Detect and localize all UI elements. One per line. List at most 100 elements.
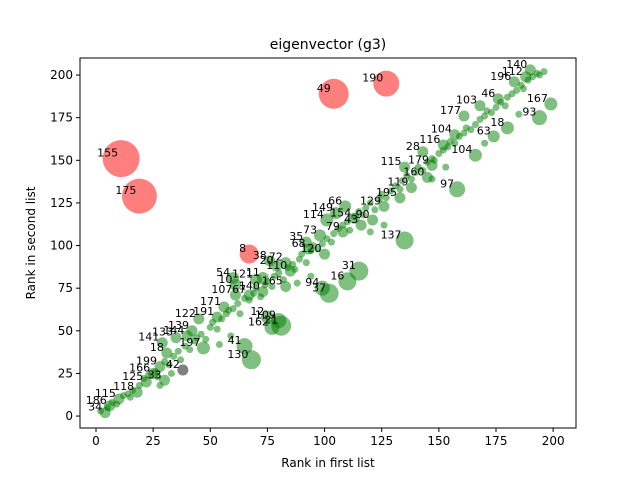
point-label: 107 [211, 283, 232, 296]
scatter-point-small_change [544, 97, 558, 111]
scatter-point-small_change [395, 231, 414, 250]
scatter-point [471, 120, 479, 128]
scatter-point [307, 272, 315, 280]
scatter-point [327, 238, 335, 246]
scatter-point-small_change [492, 93, 504, 105]
scatter-point-small_change [508, 76, 520, 88]
scatter-point [186, 346, 194, 354]
point-label: 149 [312, 201, 333, 214]
point-label: 191 [193, 305, 214, 318]
scatter-point [382, 194, 390, 202]
point-label: 38 [253, 249, 267, 262]
scatter-point-small_change [468, 148, 482, 162]
scatter-point-small_change [449, 129, 461, 141]
scatter-point-small_change [260, 310, 274, 324]
point-label: 35 [289, 230, 303, 243]
y-tick-label: 125 [50, 196, 73, 210]
scatter-point-small_change [218, 301, 230, 313]
scatter-point-gray [177, 364, 189, 376]
point-label: 115 [381, 155, 402, 168]
scatter-point [366, 228, 374, 236]
scatter-point [302, 259, 310, 267]
y-tick-label: 200 [50, 68, 73, 82]
scatter-point-small_change [280, 257, 292, 269]
scatter-point-small_change [257, 286, 269, 298]
scatter-point-small_change [170, 332, 182, 344]
scatter-point [318, 240, 326, 248]
diagonal-points [97, 68, 548, 415]
point-label: 115 [95, 387, 116, 400]
scatter-point-small_change [229, 289, 241, 301]
scatter-point [387, 187, 395, 195]
point-label: 49 [317, 82, 331, 95]
scatter-point-small_change [236, 338, 253, 355]
scatter-point [407, 175, 415, 183]
y-tick-label: 100 [50, 239, 73, 253]
scatter-point [540, 68, 548, 76]
scatter-point-small_change [405, 182, 417, 194]
point-label: 177 [440, 104, 461, 117]
scatter-point-small_change [355, 219, 367, 231]
point-label: 119 [387, 176, 408, 189]
scatter-point [396, 185, 404, 193]
point-label: 16 [330, 269, 344, 282]
point-label: 160 [403, 165, 424, 178]
scatter-point-small_change [314, 280, 330, 296]
x-tick-label: 125 [370, 434, 393, 448]
scatter-point-small_change [211, 311, 223, 323]
scatter-point-small_change [280, 280, 292, 292]
y-tick-label: 150 [50, 153, 73, 167]
scatter-point [380, 221, 388, 229]
y-axis-label: Rank in second list [24, 186, 38, 299]
point-labels: 1551754919081373116379413041211621091297… [86, 58, 548, 414]
point-label: 18 [490, 116, 504, 129]
scatter-point [268, 282, 276, 290]
scatter-point [398, 177, 406, 185]
point-label: 79 [326, 220, 340, 233]
point-label: 109 [255, 309, 276, 322]
scatter-point [229, 305, 237, 313]
point-label: 42 [166, 358, 180, 371]
scatter-point [519, 85, 527, 93]
x-tick-label: 175 [485, 434, 508, 448]
labeled-points [99, 64, 558, 419]
point-label: 10 [218, 273, 232, 286]
point-label: 46 [481, 87, 495, 100]
point-label: 175 [115, 184, 136, 197]
point-label: 68 [292, 237, 306, 250]
point-label: 122 [175, 307, 196, 320]
point-label: 162 [248, 315, 269, 328]
point-label: 67 [232, 283, 246, 296]
scatter-point-small_change [531, 110, 547, 126]
point-label: 8 [239, 242, 246, 255]
scatter-point [371, 206, 379, 214]
x-tick-label: 0 [92, 434, 100, 448]
scatter-point-large_change [373, 70, 400, 97]
scatter-point-small_change [437, 139, 449, 151]
y-tick-label: 175 [50, 111, 73, 125]
point-label: 190 [362, 72, 383, 85]
point-label: 129 [360, 194, 381, 207]
point-label: 179 [408, 153, 429, 166]
scatter-point [481, 139, 489, 147]
scatter-point-small_change [196, 341, 210, 355]
scatter-point-small_change [241, 350, 261, 370]
point-label: 104 [451, 143, 472, 156]
point-label: 121 [232, 268, 253, 281]
scatter-point-small_change [348, 212, 360, 224]
scatter-point-small_change [243, 289, 255, 301]
point-label: 133 [152, 326, 173, 339]
y-axis: 0 25 50 75 100 125 150 175 200 [50, 68, 80, 423]
scatter-point [236, 310, 244, 318]
scatter-point [492, 103, 500, 111]
point-label: 72 [269, 251, 283, 264]
scatter-point [451, 139, 459, 147]
point-label: 112 [502, 65, 523, 78]
scatter-point-small_change [314, 229, 326, 242]
scatter-point-small_change [320, 213, 334, 227]
scatter-point [467, 126, 475, 134]
scatter-point-small_change [156, 337, 168, 349]
point-label: 141 [138, 331, 159, 344]
scatter-point-small_change [131, 386, 143, 398]
